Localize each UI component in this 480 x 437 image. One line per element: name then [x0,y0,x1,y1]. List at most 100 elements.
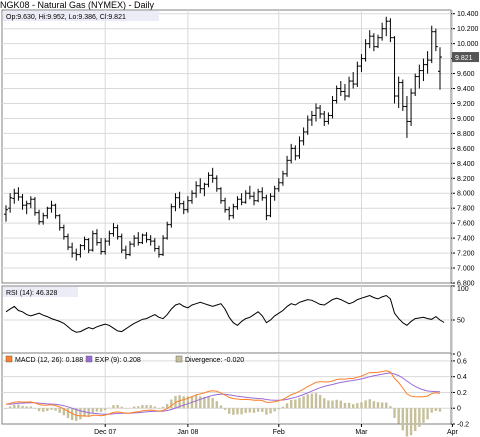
macd-legend: MACD (12, 26): 0.188 [15,357,83,364]
divergence-bar [236,408,239,415]
price-bar [252,191,256,206]
price-bar [256,188,261,203]
divergence-bar [294,399,297,409]
price-bar [388,18,393,43]
divergence-bar [99,408,103,412]
price-bar [380,22,385,41]
macd-legend-swatch [85,355,93,363]
price-bar [243,190,248,204]
price-bar [280,170,285,186]
divergence-bar [434,408,438,412]
price-y-tick-label: 9.200 [457,101,475,108]
macd-y-tick-label: 0.2 [457,390,467,397]
divergence-bar [364,400,367,409]
price-y-tick-label: 10.400 [457,11,479,18]
price-bar [24,200,29,215]
divergence-bar [261,408,264,412]
divergence-bar [124,408,128,409]
divergence-bar [54,408,57,411]
divergence-bar [58,408,61,413]
divergence-bar [339,400,342,409]
divergence-bar [25,406,28,409]
price-bar [119,233,124,254]
divergence-bar [409,408,413,436]
price-bar [359,54,364,73]
divergence-bar [21,405,24,409]
divergence-bar [422,408,425,423]
divergence-bar [149,405,152,409]
price-bar [28,196,33,209]
price-bar [247,185,252,200]
price-bar [351,72,356,89]
price-bar [144,232,149,243]
price-bar [272,185,277,201]
divergence-bar [161,406,165,409]
price-bar [214,175,219,192]
price-bar [78,244,83,258]
divergence-bar [153,406,156,409]
divergence-bar [228,408,231,414]
divergence-bar [372,401,376,409]
price-bar [66,233,70,251]
divergence-bar [290,399,293,409]
price-bar [45,206,50,219]
price-bar [223,197,228,213]
price-bar [318,104,323,119]
price-bar [438,47,442,90]
last-price-marker [452,52,479,63]
divergence-bar [269,408,272,414]
chart-title: NGK08 - Natural Gas (NYMEX) - Daily [0,0,155,10]
divergence-bar [199,396,202,409]
price-bar [231,203,236,219]
price-bar [136,232,141,246]
price-bar [16,187,21,201]
price-bar [355,61,360,88]
divergence-bar [389,406,392,409]
price-bar [400,79,405,111]
divergence-bar [194,395,198,409]
divergence-bar [104,408,107,411]
divergence-bar [219,405,223,409]
divergence-bar [145,404,148,409]
divergence-bar [37,408,41,412]
divergence-bar [314,393,318,409]
divergence-bar [157,408,161,409]
price-bar [165,221,170,240]
price-y-tick-label: 7.400 [457,236,475,243]
price-bar [363,39,368,62]
divergence-bar [112,405,115,409]
divergence-bar [62,408,66,416]
divergence-bar [240,408,243,415]
divergence-bar [91,408,94,413]
price-bar [152,238,157,252]
price-legend: Op:9.630, Hi:9.952, Lo:9.386, Cl:9.821 [6,14,126,21]
rsi-legend-box [3,287,78,297]
divergence-bar [360,402,363,409]
x-axis-label: Feb [273,429,285,436]
price-bar [8,193,13,213]
price-bar [74,248,79,261]
price-bar [218,187,223,204]
divergence-bar [232,408,235,415]
divergence-bar [405,408,409,437]
rsi-line [5,294,445,333]
price-bar [32,196,37,216]
price-bar [103,238,108,255]
divergence-bar [75,408,78,421]
price-y-tick-label: 7.800 [457,206,475,213]
divergence-bar [4,408,8,409]
divergence-bar [252,408,256,413]
divergence-bar [182,396,185,409]
panel-frame [1,9,452,284]
price-bar [289,143,294,164]
price-bar [260,187,265,201]
divergence-bar [29,406,32,409]
price-bar [276,178,281,192]
macd-y-tick-label: -0.2 [457,422,469,429]
price-bar [132,235,137,248]
price-bar [198,178,203,194]
price-bar [305,115,310,135]
rsi-y-tick-label: 50 [457,318,465,325]
divergence-bar [50,408,53,410]
divergence-bar [306,394,309,409]
